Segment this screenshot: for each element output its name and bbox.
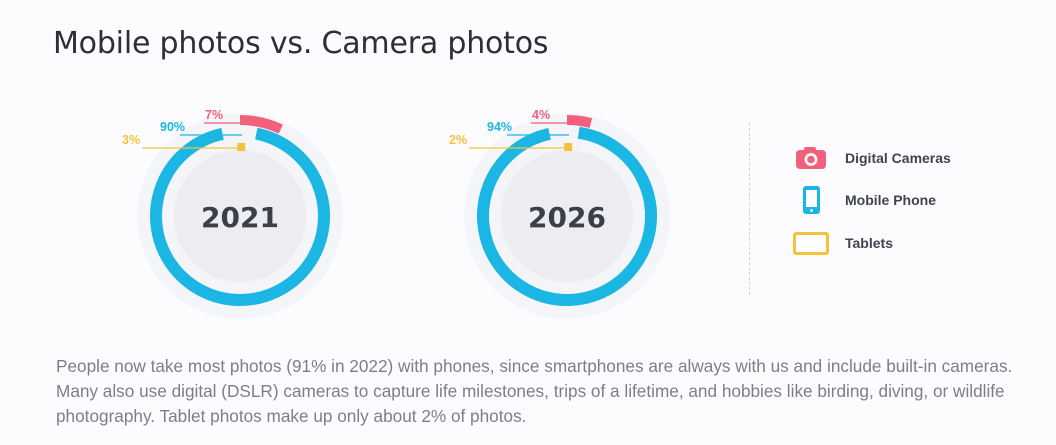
data-label-digital-cameras: 7% — [205, 108, 223, 122]
donut-slice-tablets — [564, 143, 573, 152]
legend-label-mobile-phone: Mobile Phone — [845, 192, 936, 208]
data-label-tablets: 3% — [122, 133, 140, 147]
data-label-tablets: 2% — [449, 133, 467, 147]
legend-item-digital-cameras: Digital Cameras — [793, 144, 1013, 174]
legend-item-mobile-phone: Mobile Phone — [793, 186, 1013, 216]
donut-chart-2026: 4% 94% 2% 2026 — [449, 108, 670, 319]
donut-slice-mobile-phone — [477, 126, 658, 306]
data-label-mobile-phone: 90% — [160, 120, 185, 134]
data-label-mobile-phone: 94% — [487, 120, 512, 134]
page-title: Mobile photos vs. Camera photos — [53, 26, 549, 61]
mobile-phone-icon — [803, 186, 820, 214]
donut-chart-2021: 7% 90% 3% 2021 — [122, 108, 343, 319]
legend-item-tablets: Tablets — [793, 229, 1013, 259]
donut-slice-digital-cameras — [566, 115, 593, 128]
donut-slice-digital-cameras — [239, 115, 283, 134]
tablet-icon — [793, 232, 829, 255]
donut-center — [501, 150, 633, 282]
data-label-digital-cameras: 4% — [532, 108, 550, 122]
donut-center-label: 2026 — [528, 201, 606, 234]
legend-label-digital-cameras: Digital Cameras — [845, 150, 951, 166]
donut-slice-tablets — [237, 143, 246, 152]
caption-text: People now take most photos (91% in 2022… — [56, 356, 1013, 426]
donut-center-label: 2021 — [201, 201, 279, 234]
camera-icon — [796, 147, 826, 169]
divider — [749, 123, 750, 295]
legend-label-tablets: Tablets — [845, 235, 893, 251]
donut-slice-mobile-phone — [150, 127, 330, 306]
donut-center — [174, 150, 306, 282]
